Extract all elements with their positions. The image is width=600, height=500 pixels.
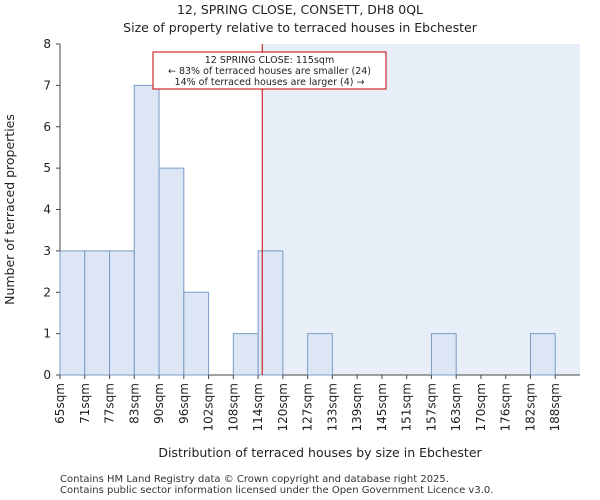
x-tick-label: 83sqm (127, 383, 141, 424)
bar (232, 333, 259, 376)
y-tick-label: 4 (43, 203, 51, 217)
bar (59, 250, 86, 376)
chart-title: 12, SPRING CLOSE, CONSETT, DH8 0QL (176, 2, 424, 17)
footer-copyright: Contains HM Land Registry data © Crown c… (60, 474, 449, 485)
x-tick-label: 145sqm (375, 383, 389, 431)
bar (529, 333, 556, 376)
annotation-larger: 14% of terraced houses are larger (4) → (175, 77, 365, 88)
x-tick-label: 65sqm (53, 383, 67, 424)
x-tick-label: 139sqm (350, 383, 364, 431)
x-tick-label: 108sqm (226, 383, 240, 431)
x-tick-label: 114sqm (251, 383, 265, 431)
bar (133, 84, 160, 376)
bar (430, 333, 457, 376)
x-tick-label: 120sqm (276, 383, 290, 431)
chart-subtitle: Size of property relative to terraced ho… (123, 20, 477, 35)
footer-licence: Contains public sector information licen… (60, 485, 494, 496)
x-tick-label: 127sqm (301, 383, 315, 431)
x-tick-label: 90sqm (152, 383, 166, 424)
bar (158, 167, 185, 376)
y-axis-label: Number of terraced properties (2, 114, 17, 305)
y-tick-label: 1 (43, 327, 51, 341)
x-tick-label: 151sqm (400, 383, 414, 431)
y-tick-label: 0 (43, 368, 51, 382)
y-tick-label: 6 (43, 120, 51, 134)
y-tick-label: 7 (43, 78, 51, 92)
highlight-region (262, 44, 580, 375)
x-tick-label: 71sqm (78, 383, 92, 424)
x-tick-label: 163sqm (449, 383, 463, 431)
x-axis-label: Distribution of terraced houses by size … (158, 445, 482, 460)
bar (307, 333, 333, 376)
x-tick-label: 77sqm (103, 383, 117, 424)
bar (183, 291, 210, 376)
x-tick-label: 157sqm (424, 383, 438, 431)
annotation-title: 12 SPRING CLOSE: 115sqm (205, 55, 334, 66)
x-tick-label: 182sqm (523, 383, 537, 431)
x-tick-label: 96sqm (177, 383, 191, 424)
bar (84, 250, 111, 376)
bar (109, 250, 135, 376)
y-tick-label: 5 (43, 161, 51, 175)
x-tick-label: 102sqm (202, 383, 216, 431)
histogram-chart: 0 1 2 3 4 5 6 7 8 65sqm 71sqm 77sqm 83sqm 90sqm 96sqm 1… (2, 37, 580, 460)
y-tick-label: 8 (43, 37, 51, 51)
x-tick-label: 170sqm (474, 383, 488, 431)
x-tick-label: 188sqm (548, 383, 562, 431)
x-tick-label: 176sqm (499, 383, 513, 431)
y-tick-label: 2 (43, 285, 51, 299)
y-tick-label: 3 (43, 244, 51, 258)
annotation-smaller: ← 83% of terraced houses are smaller (24… (168, 66, 371, 77)
x-tick-label: 133sqm (325, 383, 339, 431)
annotation-box (152, 51, 387, 90)
